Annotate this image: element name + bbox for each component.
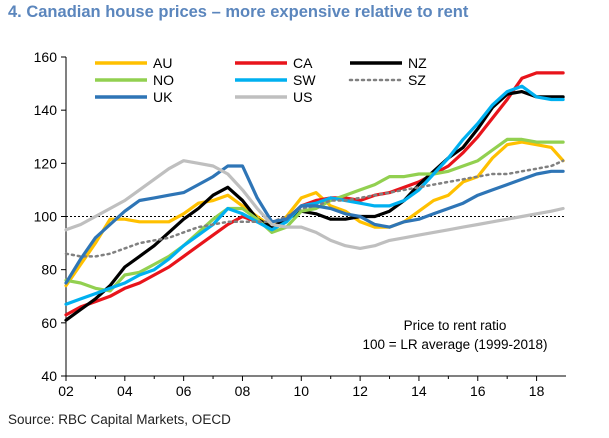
legend: AU CA NZ NO SW SZ UK US [95,55,427,105]
y-tick-label: 120 [34,155,58,171]
series-line-nz [64,90,565,322]
y-tick-label: 80 [41,262,57,278]
legend-label-ca: CA [293,55,313,71]
x-tick-label: 10 [294,383,310,399]
source-note: Source: RBC Capital Markets, OECD [8,412,231,427]
annotation-line-1: Price to rent ratio [404,318,507,333]
x-tick-label: 08 [235,383,251,399]
y-tick-label: 40 [41,368,57,384]
chart-title: 4. Canadian house prices – more expensiv… [8,3,469,21]
x-tick-label: 02 [58,383,74,399]
series-line-us [64,159,565,250]
legend-label-nz: NZ [408,55,427,71]
axes: 40 60 80 100 120 140 160 02 04 06 08 10 12 14 16 18 [34,49,566,399]
series-line-sw [64,84,565,306]
legend-label-sz: SZ [408,72,426,88]
legend-label-uk: UK [153,89,173,105]
x-tick-label: 16 [470,383,486,399]
x-tick-label: 12 [352,383,368,399]
y-tick-label: 160 [34,49,58,65]
series-line-ca [64,71,565,317]
legend-label-sw: SW [293,72,316,88]
series-line-au [64,140,565,288]
x-tick-label: 14 [411,383,427,399]
y-tick-label: 60 [41,315,57,331]
series-line-no [64,137,565,293]
legend-label-no: NO [153,72,174,88]
x-tick-label: 18 [529,383,545,399]
series-lines [64,71,565,322]
x-tick-label: 06 [176,383,192,399]
y-tick-label: 140 [34,102,58,118]
series-line-uk [64,164,565,285]
legend-label-au: AU [153,55,172,71]
annotation-line-2: 100 = LR average (1999-2018) [362,337,547,352]
line-chart: 40 60 80 100 120 140 160 02 04 06 08 10 12 14 16 18 AU C… [34,49,566,399]
legend-label-us: US [293,89,312,105]
x-tick-label: 04 [117,383,133,399]
y-tick-label: 100 [34,209,58,225]
